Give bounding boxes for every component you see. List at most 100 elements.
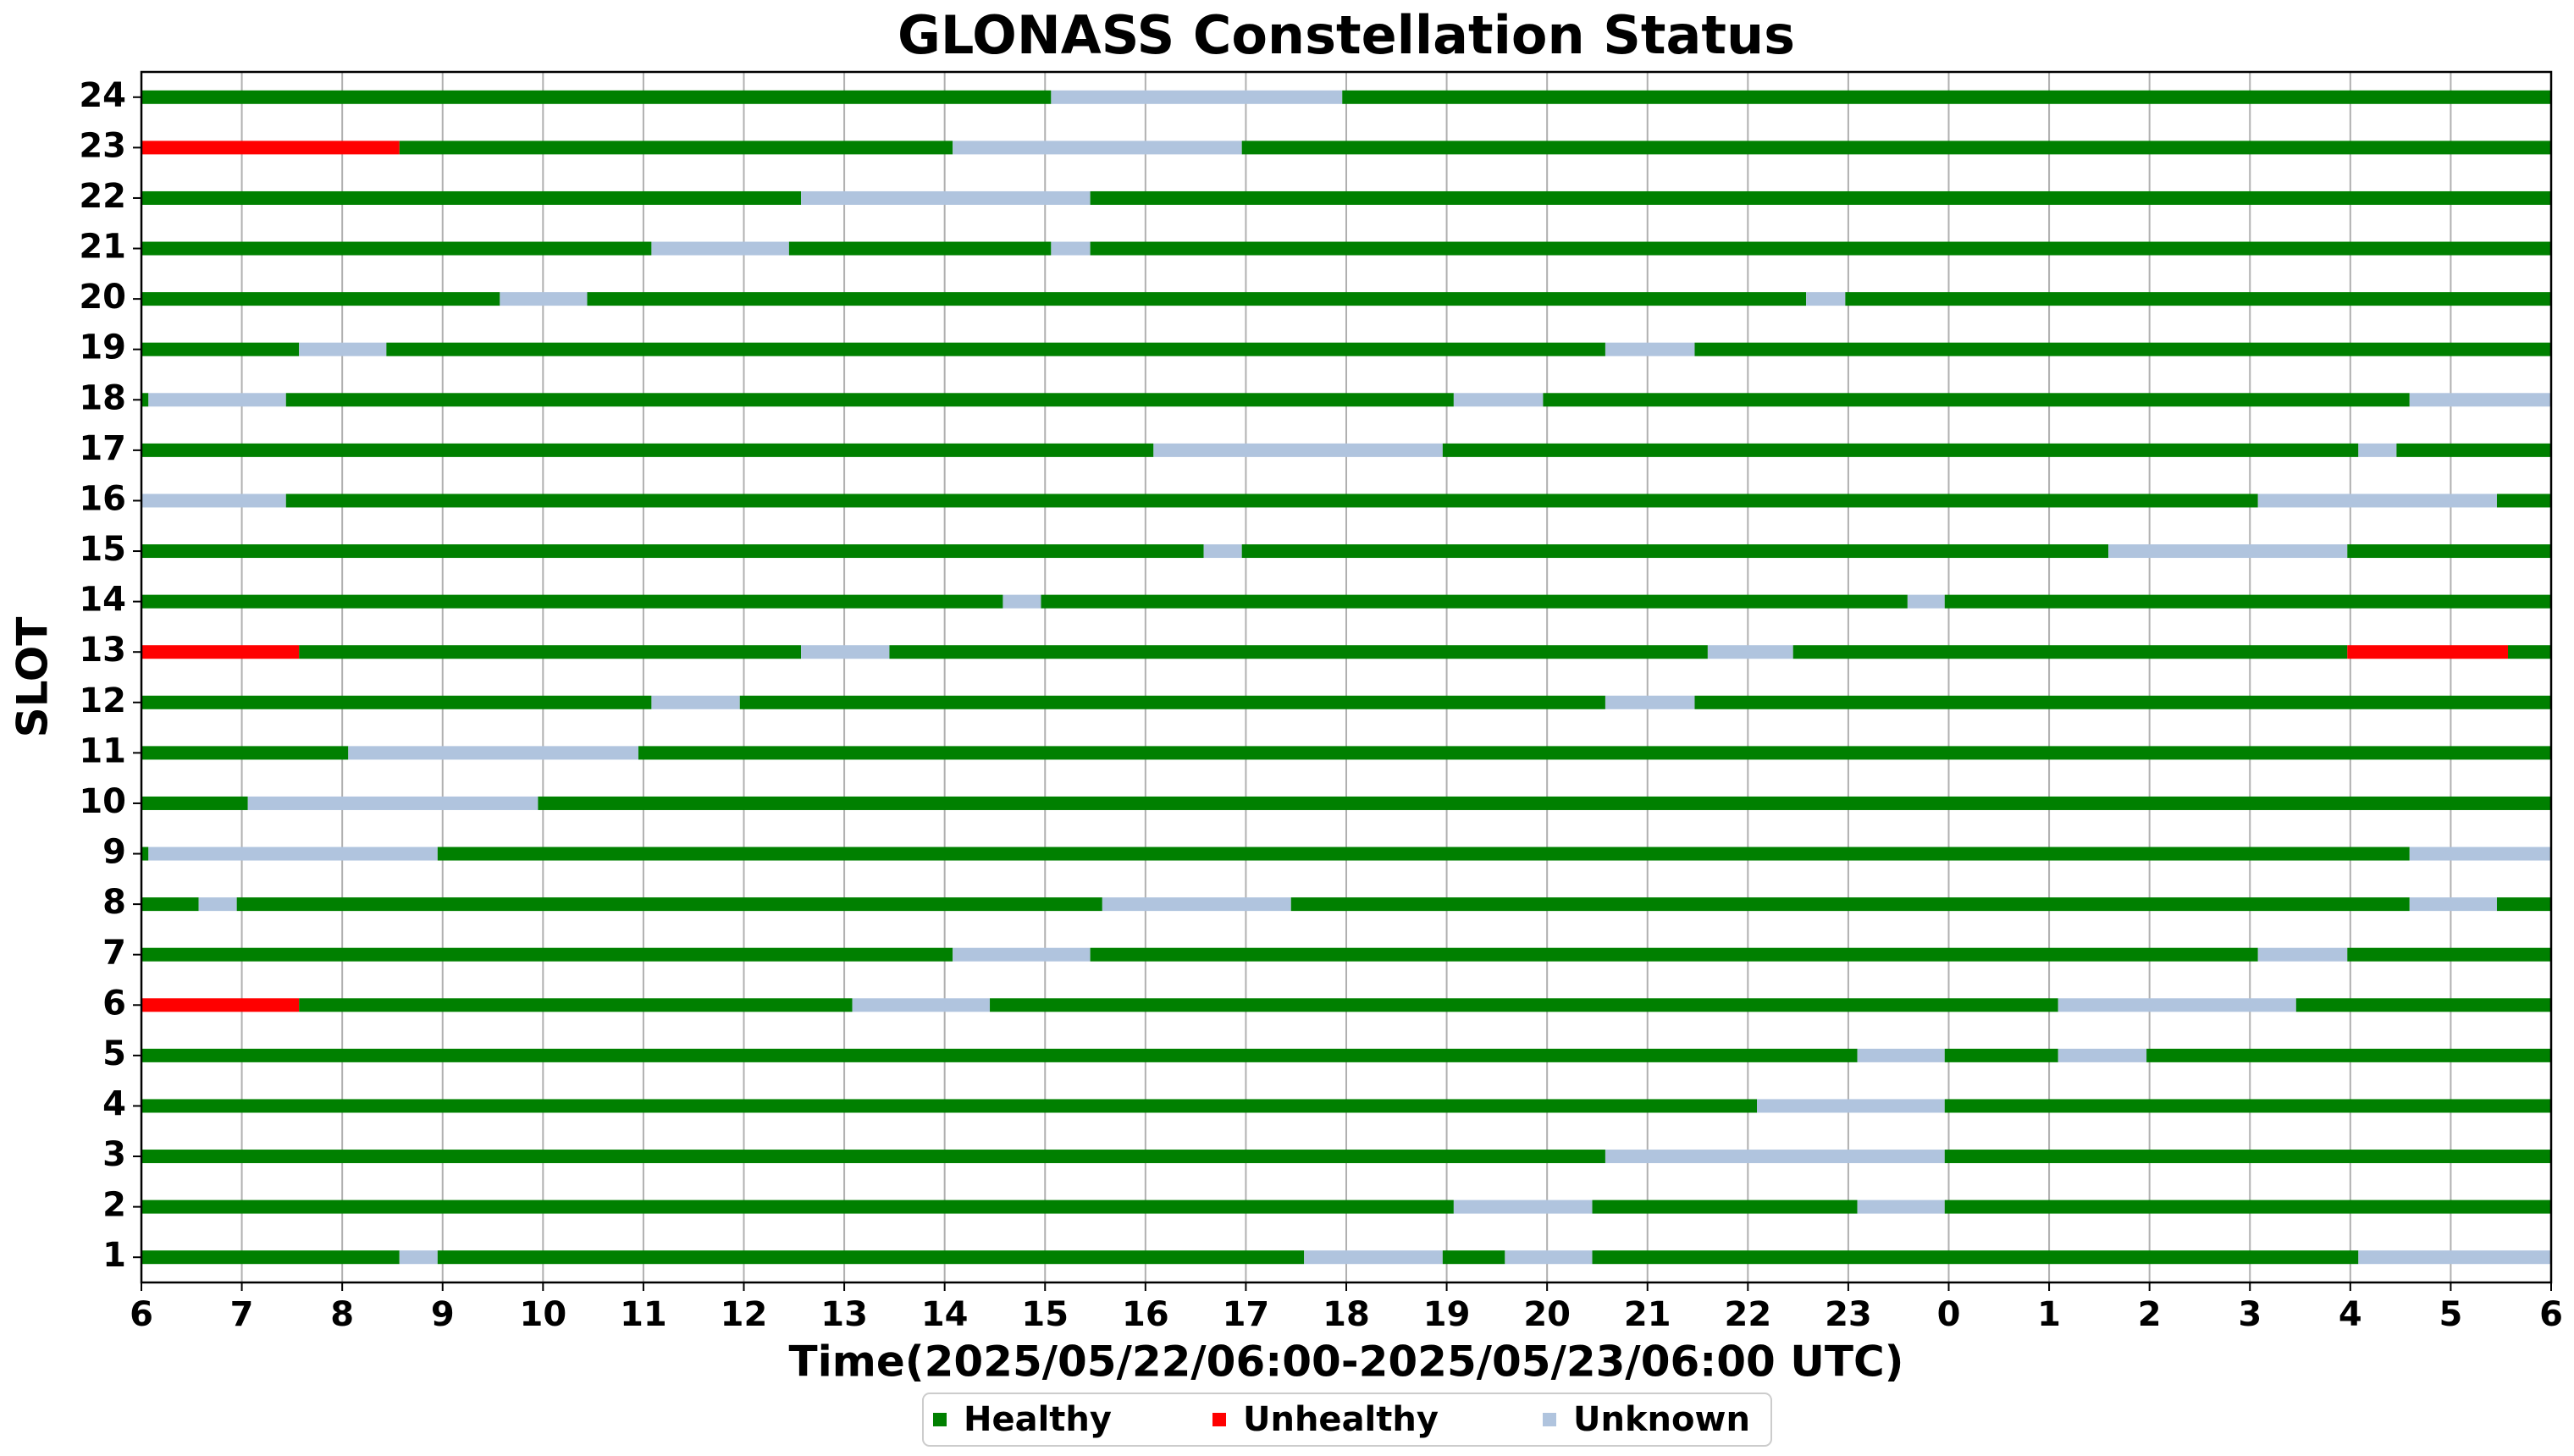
status-segment (141, 897, 199, 912)
x-tick-label: 19 (1423, 1295, 1471, 1334)
status-segment (2058, 1048, 2147, 1062)
status-segment (1304, 1250, 1443, 1265)
x-tick-label: 0 (1937, 1295, 1961, 1334)
status-segment (2146, 1048, 2551, 1062)
x-tick-label: 6 (2539, 1295, 2563, 1334)
status-segment (285, 393, 1454, 407)
status-segment (141, 645, 300, 659)
y-tick-label: 18 (79, 378, 126, 417)
status-segment (852, 998, 991, 1012)
status-segment (141, 90, 1052, 104)
x-tick-label: 23 (1825, 1295, 1872, 1334)
status-segment (1694, 695, 2551, 709)
x-tick-label: 5 (2439, 1295, 2462, 1334)
status-segment (247, 796, 539, 810)
status-segment (1090, 241, 2551, 256)
y-tick-label: 3 (102, 1135, 126, 1174)
status-segment (801, 190, 1091, 205)
x-tick-label: 14 (921, 1295, 969, 1334)
status-segment (1857, 1200, 1945, 1214)
x-tick-label: 1 (2037, 1295, 2061, 1334)
x-tick-label: 22 (1724, 1295, 1771, 1334)
status-segment (1605, 342, 1695, 356)
status-segment (1041, 594, 1908, 609)
status-segment (299, 342, 387, 356)
status-segment (1944, 1150, 2551, 1164)
status-segment (285, 494, 2258, 508)
status-segment (1944, 1200, 2551, 1214)
status-segment (399, 1250, 438, 1265)
status-segment (2347, 947, 2551, 962)
status-segment (1845, 292, 2551, 306)
status-segment (953, 947, 1091, 962)
status-segment (2496, 494, 2551, 508)
status-segment (141, 998, 300, 1012)
status-segment (2508, 645, 2551, 659)
status-segment (587, 292, 1807, 306)
y-tick-label: 4 (102, 1084, 126, 1123)
status-segment (1792, 645, 2348, 659)
y-tick-label: 19 (79, 328, 126, 367)
status-segment (2257, 947, 2348, 962)
status-segment (1051, 241, 1091, 256)
y-tick-label: 15 (79, 530, 126, 569)
status-segment (236, 897, 1102, 912)
status-segment (148, 393, 286, 407)
status-segment (141, 544, 1204, 559)
status-segment (399, 141, 953, 155)
status-segment (1102, 897, 1291, 912)
y-tick-label: 1 (102, 1236, 126, 1275)
y-tick-label: 24 (79, 76, 126, 115)
x-tick-label: 20 (1523, 1295, 1571, 1334)
status-segment (651, 241, 789, 256)
status-segment (1944, 1099, 2551, 1113)
y-tick-label: 10 (79, 782, 126, 821)
status-segment (1806, 292, 1846, 306)
status-segment (1453, 393, 1544, 407)
y-tick-label: 21 (79, 228, 126, 267)
status-segment (1290, 897, 2410, 912)
y-tick-label: 7 (102, 934, 126, 973)
status-segment (1090, 190, 2551, 205)
legend-marker (933, 1413, 947, 1426)
x-tick-label: 16 (1122, 1295, 1169, 1334)
status-segment (2347, 544, 2551, 559)
x-tick-label: 6 (130, 1295, 153, 1334)
legend-label: Unhealthy (1243, 1400, 1439, 1439)
chart-title: GLONASS Constellation Status (898, 4, 1795, 66)
status-segment (638, 746, 2551, 760)
x-tick-label: 7 (230, 1295, 254, 1334)
status-segment (141, 393, 149, 407)
y-tick-label: 17 (79, 429, 126, 468)
status-segment (141, 847, 149, 861)
status-segment (1907, 594, 1945, 609)
status-segment (141, 494, 286, 508)
status-segment (953, 141, 1242, 155)
status-segment (1944, 1048, 2058, 1062)
y-tick-label: 6 (102, 984, 126, 1023)
status-segment (141, 1099, 1758, 1113)
status-segment (1051, 90, 1343, 104)
status-segment (2347, 645, 2509, 659)
status-segment (2257, 494, 2497, 508)
status-segment (1003, 594, 1041, 609)
x-tick-label: 12 (721, 1295, 768, 1334)
status-segment (889, 645, 1708, 659)
status-segment (1605, 1150, 1945, 1164)
status-segment (141, 1250, 400, 1265)
y-tick-label: 5 (102, 1034, 126, 1073)
y-tick-label: 22 (79, 177, 126, 216)
status-segment (1592, 1250, 2359, 1265)
status-segment (2358, 443, 2397, 457)
status-segment (538, 796, 2551, 810)
status-segment (1342, 90, 2551, 104)
y-tick-label: 13 (79, 631, 126, 670)
x-tick-label: 11 (620, 1295, 667, 1334)
plot-frame (140, 70, 2553, 1284)
status-segment (141, 1048, 1858, 1062)
status-segment (2358, 1250, 2551, 1265)
status-segment (148, 847, 438, 861)
status-segment (1241, 141, 2551, 155)
x-tick-label: 15 (1021, 1295, 1069, 1334)
